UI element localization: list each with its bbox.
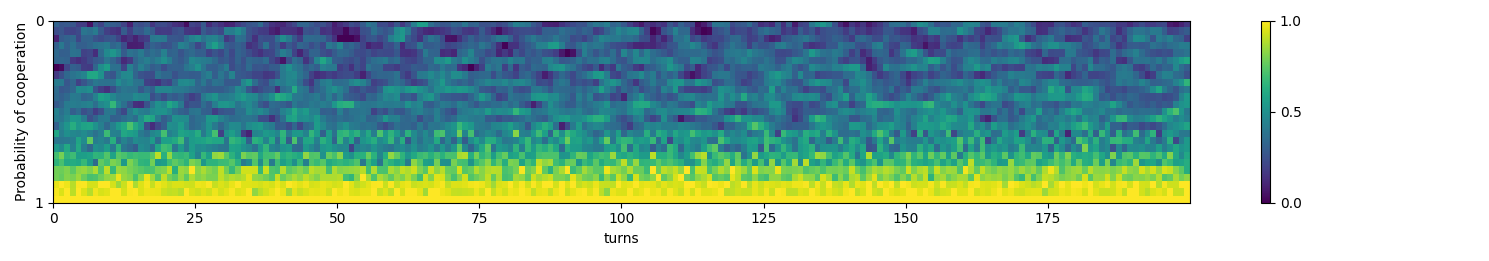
- Y-axis label: Probability of cooperation: Probability of cooperation: [15, 22, 28, 201]
- X-axis label: turns: turns: [603, 232, 639, 246]
